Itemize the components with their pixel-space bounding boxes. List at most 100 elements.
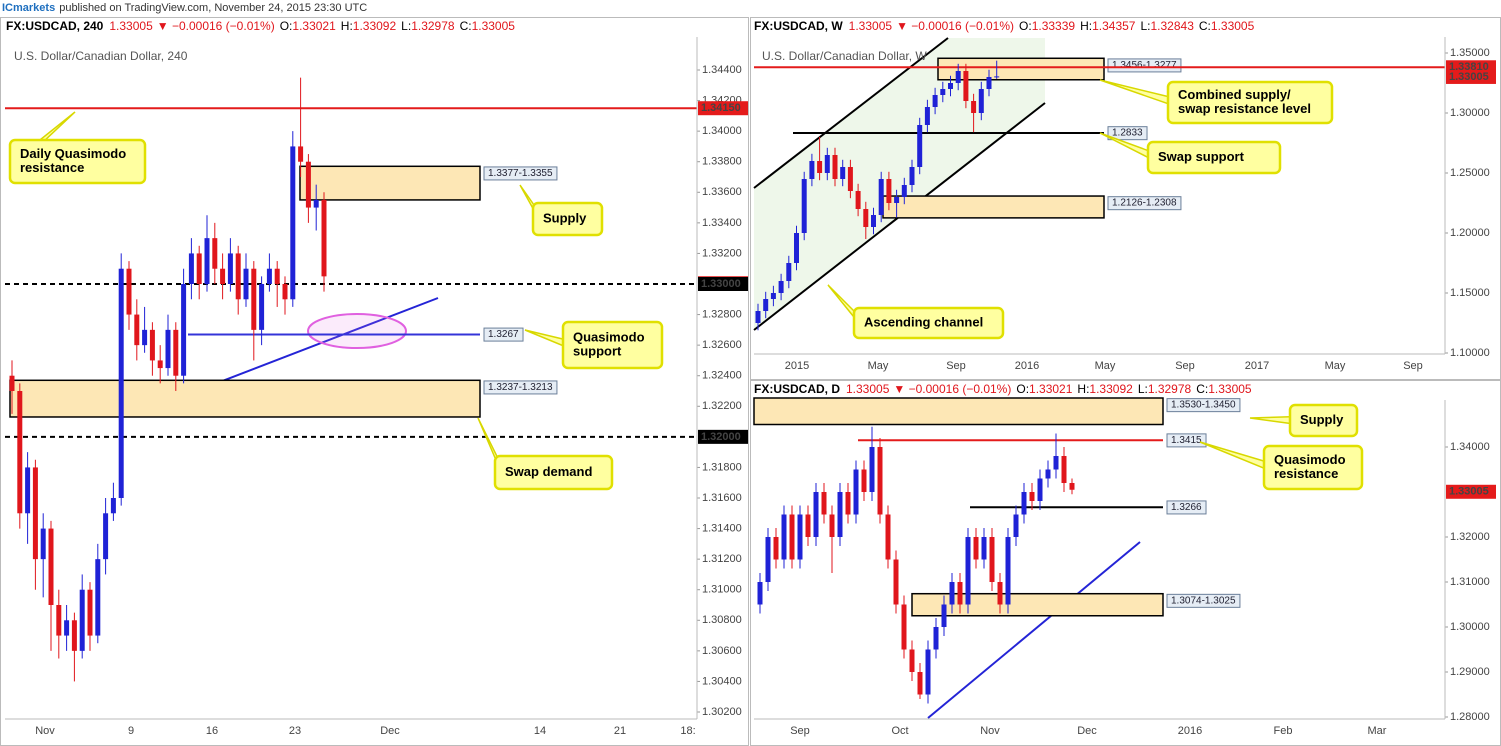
price-badge	[698, 277, 748, 291]
candle-body	[212, 238, 218, 269]
symbol: FX:USDCAD, 240	[6, 19, 104, 33]
candle-body	[978, 89, 984, 113]
y-tick-label: 1.30400	[702, 675, 742, 687]
candle-body	[165, 329, 171, 369]
candle-body	[948, 83, 953, 89]
quote-key: H:	[1080, 19, 1092, 33]
zone-label: 1.3530-1.3450	[1171, 400, 1236, 411]
candle-body	[126, 268, 132, 315]
level-label: 1.2833	[1112, 128, 1143, 139]
y-tick-label: 1.31200	[702, 553, 742, 565]
candle-body	[869, 447, 875, 492]
y-tick-label: 1.31000	[702, 584, 742, 596]
publisher: ICmarkets	[2, 2, 55, 14]
last-price: 1.33005	[849, 19, 893, 33]
candle-body	[305, 161, 311, 208]
y-tick-label: 1.32200	[702, 400, 742, 412]
trend-line	[927, 541, 1141, 719]
time-label: Feb	[1274, 725, 1293, 737]
zone	[299, 165, 481, 201]
candle-body	[933, 627, 939, 650]
candle-body	[266, 268, 272, 284]
price-badge-label: 1.33005	[1449, 71, 1489, 83]
y-tick-label: 1.32600	[702, 339, 742, 351]
y-tick-label: 1.34400	[702, 64, 742, 76]
quote-key: O:	[280, 19, 293, 33]
level-label: 1.3266	[1171, 502, 1202, 513]
zone-label: 1.3237-1.3213	[488, 382, 553, 393]
candle-body	[243, 268, 249, 300]
quote-key: O:	[1019, 19, 1032, 33]
candle-body	[789, 514, 795, 560]
zone-label-box	[1166, 593, 1241, 608]
candle-body	[871, 215, 876, 227]
zone-label-box	[1166, 398, 1241, 413]
callout-box	[8, 138, 147, 185]
last-price: 1.33005	[846, 382, 890, 396]
time-label: 14	[534, 725, 546, 737]
y-tick-label: 1.34000	[702, 125, 742, 137]
quote-value: 1.33092	[353, 19, 397, 33]
candle-body	[824, 155, 830, 173]
y-tick-label: 1.35000	[1450, 47, 1490, 59]
candle-body	[909, 167, 915, 185]
y-tick-label: 1.29000	[1450, 666, 1490, 678]
quote-key: C:	[460, 19, 472, 33]
candle-body	[56, 605, 62, 636]
publish-line: ICmarkets published on TradingView.com, N…	[2, 2, 367, 14]
quote-value: 1.33005	[1211, 19, 1255, 33]
candle-body	[95, 559, 101, 636]
candle-body	[877, 447, 883, 515]
time-label: 9	[128, 725, 134, 737]
candle-body	[770, 293, 776, 299]
time-label: 2016	[1178, 725, 1202, 737]
time-label: Sep	[1175, 360, 1195, 372]
candle-body	[181, 284, 187, 376]
y-tick-label: 1.28000	[1450, 711, 1490, 723]
candle-body	[971, 101, 977, 113]
callout-box	[493, 454, 614, 491]
change: ▼ −0.00016 (−0.01%)	[893, 382, 1011, 396]
time-label: Oct	[891, 725, 908, 737]
candle-body	[313, 199, 319, 208]
candle-body	[32, 467, 38, 560]
candle-body	[994, 76, 1000, 78]
chart-header: FX:USDCAD, D 1.33005 ▼ −0.00016 (−0.01%) O:…	[754, 382, 1252, 396]
candle-body	[845, 492, 851, 515]
time-label: 2016	[1015, 360, 1039, 372]
zone	[9, 379, 481, 418]
candle-body	[298, 146, 304, 162]
candle-body	[853, 469, 859, 515]
zone-label: 1.3074-1.3025	[1171, 595, 1236, 606]
publish-text: published on TradingView.com, November 2…	[59, 2, 367, 14]
level-label-box	[1166, 433, 1207, 448]
callout-text: Supply	[1300, 412, 1344, 427]
callout-box	[852, 306, 1005, 340]
time-label: 16	[206, 725, 218, 737]
candle-body	[149, 329, 155, 361]
candle-body	[893, 559, 899, 605]
candle-body	[924, 107, 930, 125]
y-tick-label: 1.33600	[702, 186, 742, 198]
zone-label: 1.3377-1.3355	[488, 168, 553, 179]
chart-header: FX:USDCAD, W 1.33005 ▼ −0.00016 (−0.01%) O:…	[754, 19, 1255, 33]
candle-body	[259, 284, 265, 330]
time-label: May	[868, 360, 889, 372]
callout-text: Combined supply/	[1178, 87, 1291, 102]
candle-body	[251, 268, 257, 330]
level-label-box	[483, 327, 524, 342]
level-label-box	[1166, 500, 1207, 515]
candle-body	[863, 209, 869, 227]
chart-header: FX:USDCAD, 240 1.33005 ▼ −0.00016 (−0.01%)…	[6, 19, 515, 33]
level-label: 1.3267	[488, 329, 519, 340]
callout-text: support	[573, 343, 622, 358]
candle-body	[1005, 537, 1011, 605]
candle-body	[1013, 514, 1019, 537]
candle-body	[797, 514, 803, 560]
candle-body	[274, 268, 280, 284]
time-label: Sep	[1403, 360, 1423, 372]
quote-key: H:	[1077, 382, 1089, 396]
quote-key: H:	[341, 19, 353, 33]
y-tick-label: 1.34000	[1450, 441, 1490, 453]
